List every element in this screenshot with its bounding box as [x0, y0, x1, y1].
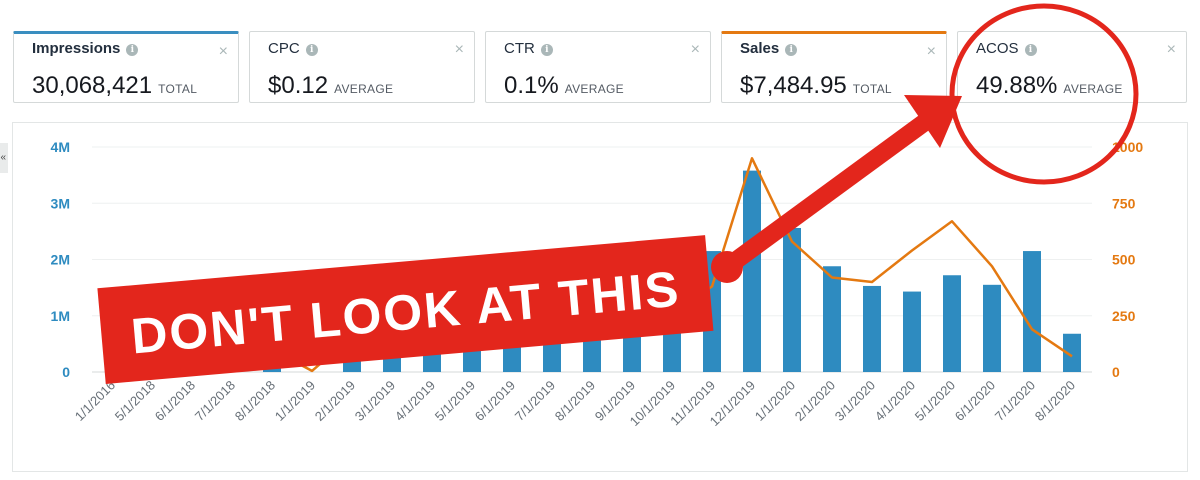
close-icon[interactable]: × [1166, 41, 1176, 58]
metric-card-acos[interactable]: ACOS i × 49.88% AVERAGE [957, 31, 1187, 103]
bar [943, 275, 961, 372]
bar [743, 170, 761, 372]
metric-unit: TOTAL [852, 82, 892, 96]
metric-unit: AVERAGE [1063, 82, 1123, 96]
metric-unit: AVERAGE [334, 82, 394, 96]
right-tick-label: 750 [1112, 195, 1136, 211]
metric-name: CPC i [268, 40, 318, 57]
info-icon[interactable]: i [1024, 44, 1037, 56]
x-tick-label: 1/1/2016 [72, 378, 118, 424]
x-tick-label: 4/1/2019 [392, 378, 438, 424]
metric-value: $7,484.95 TOTAL [740, 72, 892, 100]
metric-label: Sales [740, 40, 780, 57]
metric-card-impressions[interactable]: Impressions i × 30,068,421 TOTAL [13, 31, 239, 103]
metric-value: $0.12 AVERAGE [268, 72, 393, 100]
right-tick-label: 250 [1112, 308, 1136, 324]
arrow-shaft [721, 114, 931, 275]
metric-value: 0.1% AVERAGE [504, 72, 624, 100]
x-tick-label: 1/1/2020 [752, 378, 798, 424]
x-tick-label: 4/1/2020 [872, 378, 918, 424]
bar [1023, 251, 1041, 372]
x-tick-label: 3/1/2020 [832, 378, 878, 424]
left-tick-label: 3M [51, 195, 70, 211]
left-tick-label: 2M [51, 252, 70, 268]
info-icon[interactable]: i [305, 44, 318, 56]
right-tick-label: 0 [1112, 364, 1120, 380]
metric-name: ACOS i [976, 40, 1037, 57]
left-tick-label: 1M [51, 308, 70, 324]
metric-number: $7,484.95 [740, 72, 847, 99]
info-icon[interactable]: i [126, 44, 139, 56]
x-tick-label: 7/1/2019 [512, 378, 558, 424]
metric-number: 0.1% [504, 72, 559, 99]
x-tick-label: 5/1/2020 [912, 378, 958, 424]
left-axis: 4M 3M 2M 1M 0 [51, 139, 71, 380]
close-icon[interactable]: × [454, 41, 464, 58]
bar [983, 284, 1001, 372]
x-tick-label: 6/1/2019 [472, 378, 518, 424]
annotation-overlay: DON'T LOOK AT THIS [97, 3, 1139, 384]
x-tick-label: 6/1/2018 [152, 378, 198, 424]
x-tick-label: 8/1/2018 [232, 378, 278, 424]
metric-value: 30,068,421 TOTAL [32, 72, 197, 100]
metric-label: ACOS [976, 40, 1019, 57]
metric-unit: TOTAL [158, 82, 198, 96]
close-icon[interactable]: × [926, 43, 936, 60]
metric-card-ctr[interactable]: CTR i × 0.1% AVERAGE [485, 31, 711, 103]
arrow-tail-dot [711, 251, 743, 283]
metric-label: CTR [504, 40, 535, 57]
x-tick-label: 3/1/2019 [352, 378, 398, 424]
info-icon[interactable]: i [540, 44, 553, 56]
x-tick-label: 5/1/2019 [432, 378, 478, 424]
x-tick-label: 8/1/2019 [552, 378, 598, 424]
x-tick-label: 5/1/2018 [112, 378, 158, 424]
x-tick-label: 7/1/2018 [192, 378, 238, 424]
metric-card-sales[interactable]: Sales i × $7,484.95 TOTAL [721, 31, 947, 103]
highlight-circle [949, 3, 1139, 185]
right-tick-label: 500 [1112, 252, 1136, 268]
bar [903, 291, 921, 372]
metric-card-cpc[interactable]: CPC i × $0.12 AVERAGE [249, 31, 475, 103]
metric-unit: AVERAGE [564, 82, 624, 96]
x-axis: 1/1/20165/1/20186/1/20187/1/20188/1/2018… [72, 378, 1078, 430]
bar [783, 228, 801, 372]
left-tick-label: 0 [62, 364, 70, 380]
close-icon[interactable]: × [690, 41, 700, 58]
metric-name: Sales i [740, 40, 798, 57]
x-tick-label: 8/1/2020 [1032, 378, 1078, 424]
metric-number: $0.12 [268, 72, 329, 99]
x-tick-label: 7/1/2020 [992, 378, 1038, 424]
collapse-tab[interactable]: « [0, 143, 8, 173]
metric-number: 30,068,421 [32, 72, 153, 99]
bar [863, 285, 881, 372]
metric-name: Impressions i [32, 40, 139, 57]
x-tick-label: 2/1/2020 [792, 378, 838, 424]
metric-value: 49.88% AVERAGE [976, 72, 1123, 100]
left-tick-label: 4M [51, 139, 70, 155]
info-icon[interactable]: i [785, 44, 798, 56]
metric-number: 49.88% [976, 72, 1058, 99]
arrow-head [904, 95, 962, 148]
metric-label: Impressions [32, 40, 121, 57]
bar [823, 266, 841, 372]
x-tick-label: 6/1/2020 [952, 378, 998, 424]
x-tick-label: 2/1/2019 [312, 378, 358, 424]
banner-background [97, 235, 714, 384]
banner: DON'T LOOK AT THIS [97, 235, 714, 384]
x-tick-label: 1/1/2019 [272, 378, 318, 424]
chart-panel [12, 122, 1188, 472]
metric-label: CPC [268, 40, 300, 57]
bar [1063, 333, 1081, 372]
metric-name: CTR i [504, 40, 553, 57]
close-icon[interactable]: × [218, 43, 228, 60]
